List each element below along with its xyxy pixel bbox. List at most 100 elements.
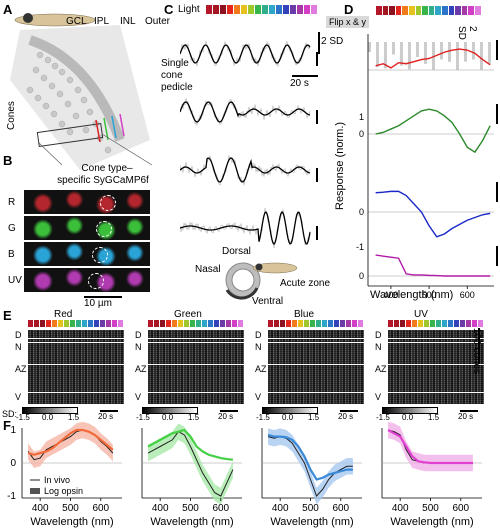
panel-letter-c: C — [164, 2, 174, 17]
x-tick-label: 400 — [383, 290, 398, 300]
d-xlabel: Wavelength (nm) — [370, 289, 454, 301]
sd-tick — [316, 168, 318, 182]
f-curve — [147, 428, 234, 461]
colorbar — [142, 407, 198, 414]
fish-icon — [252, 262, 298, 274]
confidence-band — [148, 423, 233, 505]
flip-label: Flip x & y — [326, 16, 370, 28]
stimulus-swatch — [234, 5, 240, 14]
trace-mean — [180, 211, 311, 245]
stim-response-bar — [448, 42, 451, 62]
time-label-c: 20 s — [290, 78, 309, 89]
stim-response-bar — [440, 42, 443, 60]
stimulus-swatch — [435, 6, 441, 15]
legend-swatch-log-opsin — [30, 488, 40, 494]
zone-divider — [388, 392, 484, 393]
zone-label: AZ — [135, 364, 147, 374]
f-x-tick: 600 — [212, 503, 229, 514]
f-x-tick: 400 — [32, 503, 49, 514]
cones-scale-bar — [478, 328, 480, 364]
d-ylabel: Response (norm.) — [334, 121, 346, 210]
blue-cone-marker — [111, 115, 117, 139]
scale-bar-b — [84, 296, 122, 298]
heatmap-title: Blue — [294, 309, 315, 320]
zone-label: N — [15, 342, 22, 352]
stimulus-swatch — [376, 6, 382, 15]
eye-ventral-label: Ventral — [252, 296, 284, 307]
roi-circle — [92, 247, 108, 263]
zone-divider — [148, 392, 244, 393]
sd-scale-c — [318, 32, 320, 54]
zone-divider — [28, 392, 124, 393]
pedicle-label-2: cone — [161, 70, 183, 81]
f-xlabel: Wavelength (nm) — [270, 516, 353, 528]
zone-divider — [388, 364, 484, 365]
f-curve — [267, 433, 353, 481]
zone-divider — [28, 364, 124, 365]
cone-image-strip — [24, 242, 150, 266]
colorbar-tick: 1.5 — [68, 413, 80, 422]
panel-letter-f: F — [3, 418, 11, 433]
f-x-tick: 500 — [62, 503, 79, 514]
cone-row-label: G — [8, 223, 16, 234]
stimulus-swatch — [206, 5, 212, 14]
pedicle-label-3: pedicle — [161, 82, 193, 93]
stim-response-bar — [424, 42, 427, 64]
layer-label-gcl: GCL — [66, 16, 87, 27]
panel-b-title-1: Cone type– — [81, 163, 133, 174]
time-scale-bar — [220, 410, 238, 412]
colorbar-tick: -1.5 — [376, 413, 390, 422]
x-tick-label: 600 — [460, 290, 475, 300]
stimulus-swatch — [262, 5, 268, 14]
panel-b-title-2: specific SyGCaMP6f — [57, 175, 149, 186]
sd-scale-bar — [496, 246, 498, 266]
zone-label: V — [255, 392, 262, 402]
heatmap-stimulus-bar — [28, 320, 123, 327]
calcium-traces — [180, 39, 318, 249]
stim-response-bar — [480, 42, 483, 70]
f-x-tick: 600 — [332, 503, 349, 514]
stim-response-bar — [400, 42, 403, 66]
roi-circle — [100, 195, 116, 211]
stim-response-bar — [488, 42, 491, 64]
stimulus-swatch — [297, 5, 303, 14]
panel-letter-b: B — [3, 153, 13, 168]
scale-bar-b-label: 10 µm — [84, 298, 112, 309]
stimulus-swatch — [461, 6, 468, 15]
zone-label: V — [375, 392, 382, 402]
y-tick-label: 0 — [359, 207, 364, 217]
tuning-curve — [375, 254, 491, 277]
sd-tick — [316, 52, 318, 66]
heatmap-title: Green — [174, 309, 202, 320]
stim-response-bar — [472, 42, 475, 60]
light-stimulus-bar — [206, 5, 317, 14]
f-x-tick: 400 — [272, 503, 289, 514]
tuning-curve — [375, 190, 491, 238]
sd-scale-bar — [496, 40, 498, 60]
zone-divider — [28, 338, 124, 339]
zone-label: V — [135, 392, 142, 402]
colorbar-tick: 0.0 — [162, 413, 174, 422]
f-x-tick: 500 — [422, 503, 439, 514]
f-x-tick: 600 — [92, 503, 109, 514]
sd-scale-bar — [496, 182, 498, 202]
e-sd-label: SD: — [2, 409, 18, 419]
stimulus-swatch — [276, 5, 282, 14]
stimulus-swatch — [415, 6, 422, 15]
zone-divider — [28, 342, 124, 343]
sd-scale-bar — [496, 104, 498, 124]
f-x-tick: 500 — [302, 503, 319, 514]
cone-row-label: UV — [8, 275, 22, 286]
stimulus-swatch — [428, 6, 435, 15]
f-curve — [27, 428, 114, 456]
f-y-tick: 1 — [10, 425, 16, 436]
colorbar — [262, 407, 318, 414]
colorbar-tick: 1.5 — [188, 413, 200, 422]
y-tick-label: 0 — [359, 271, 364, 281]
light-label: Light — [178, 4, 200, 15]
stimulus-swatch — [448, 6, 455, 15]
heatmap-stimulus-bar — [268, 320, 363, 327]
eye-orientation-diagram — [225, 262, 298, 300]
zone-divider — [388, 338, 484, 339]
zone-divider — [148, 338, 244, 339]
